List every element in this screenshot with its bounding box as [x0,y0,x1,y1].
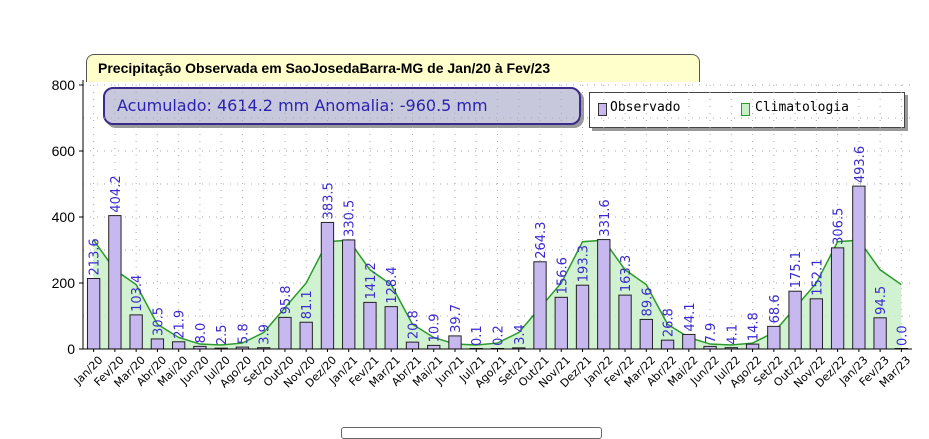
data-label: 5.8 [236,323,251,344]
data-label: 0.2 [492,325,507,346]
y-tick-label: 800 [52,77,76,93]
data-label: 21.9 [173,310,188,339]
data-label: 193.3 [577,245,592,282]
bar-observado [830,247,845,350]
summary-box [103,87,581,125]
bar-observado [597,239,611,350]
data-label: 163.3 [619,255,634,292]
data-label: 128.4 [385,266,400,303]
bar-observado [384,306,398,350]
bar-observado [150,338,165,350]
bar-observado [299,321,313,350]
bar-observado [448,335,462,350]
bar-observado [809,298,824,350]
bar-observado [745,343,760,350]
bar-observado [427,344,441,350]
grid-layer [83,84,912,350]
data-label: 383.5 [321,182,336,219]
data-label: 3.9 [258,324,273,345]
data-label: 95.8 [279,285,294,314]
data-label: 264.3 [534,222,549,259]
bar-observado [873,317,887,350]
bar-observado [405,341,420,350]
data-label: 89.6 [640,287,655,316]
chart-title: Precipitação Observada em SaoJosedaBarra… [98,60,551,76]
data-label: 14.8 [747,312,762,341]
bar-observado [554,296,568,350]
bar-observado [639,318,653,350]
y-tick-label: 400 [52,209,76,225]
y-tick-label: 0 [67,341,75,357]
bar-observado [108,215,122,350]
y-tick-label: 200 [52,275,76,291]
data-label: 213.6 [88,238,103,275]
data-label: 68.6 [768,294,783,323]
bar-observado [767,325,781,350]
data-label: 331.6 [598,199,613,236]
y-tick-label: 600 [52,143,76,159]
bar-layer [86,185,909,350]
data-label: 156.6 [555,257,570,294]
data-label: 8.0 [194,323,209,344]
bar-observado [320,221,335,350]
data-label: 2.5 [215,324,230,345]
data-label: 81.1 [300,290,315,319]
climatology-area-layer [93,239,902,349]
data-label: 175.1 [789,251,804,288]
data-label: 3.4 [513,324,528,345]
legend-label-observado: Observado [610,100,681,115]
bar-observado [682,333,696,350]
data-label: 20.8 [406,310,421,339]
bar-observado [788,290,802,350]
climatology-area [93,240,902,349]
bar-observado [852,185,866,350]
bar-observado [660,339,675,350]
bar-observado [342,239,356,350]
summary-text: Acumulado: 4614.2 mm Anomalia: -960.5 mm [117,96,488,115]
climatology-line [93,239,902,346]
bar-observado [618,294,632,350]
bar-observado [575,284,590,350]
legend-swatch-observado [598,103,607,116]
bar-observado [363,301,377,350]
data-label: 0.1 [470,325,485,346]
data-label: 141.2 [364,262,379,299]
legend-swatch-climatologia [741,103,750,116]
data-label: 152.1 [810,259,825,296]
bottom-panel [341,427,602,439]
bar-observado [533,261,547,350]
data-label: 404.2 [109,175,124,212]
data-label: 26.8 [662,308,677,337]
data-label: 4.1 [725,324,740,345]
data-label: 39.7 [449,304,464,333]
data-label: 7.9 [704,323,719,344]
data-label: 44.1 [683,302,698,331]
data-label: 330.5 [343,200,358,237]
data-label: 0.0 [895,325,910,346]
bar-observado [129,314,143,350]
legend-label-climatologia: Climatologia [755,100,849,115]
data-label: 94.5 [874,286,889,315]
data-label-layer: 213.6 404.2 103.4 30.5 21.9 8.0 2.5 5.8 3.9 95.8 8… [88,146,911,346]
data-label: 30.5 [151,307,166,336]
data-label: 103.4 [130,275,145,312]
bar-observado [278,316,292,350]
bar-observado [86,278,101,350]
data-label: 306.5 [832,208,847,245]
data-label: 493.6 [853,146,868,183]
chart-title-box [86,54,700,82]
bar-observado [171,341,186,350]
data-label: 10.9 [428,313,443,342]
